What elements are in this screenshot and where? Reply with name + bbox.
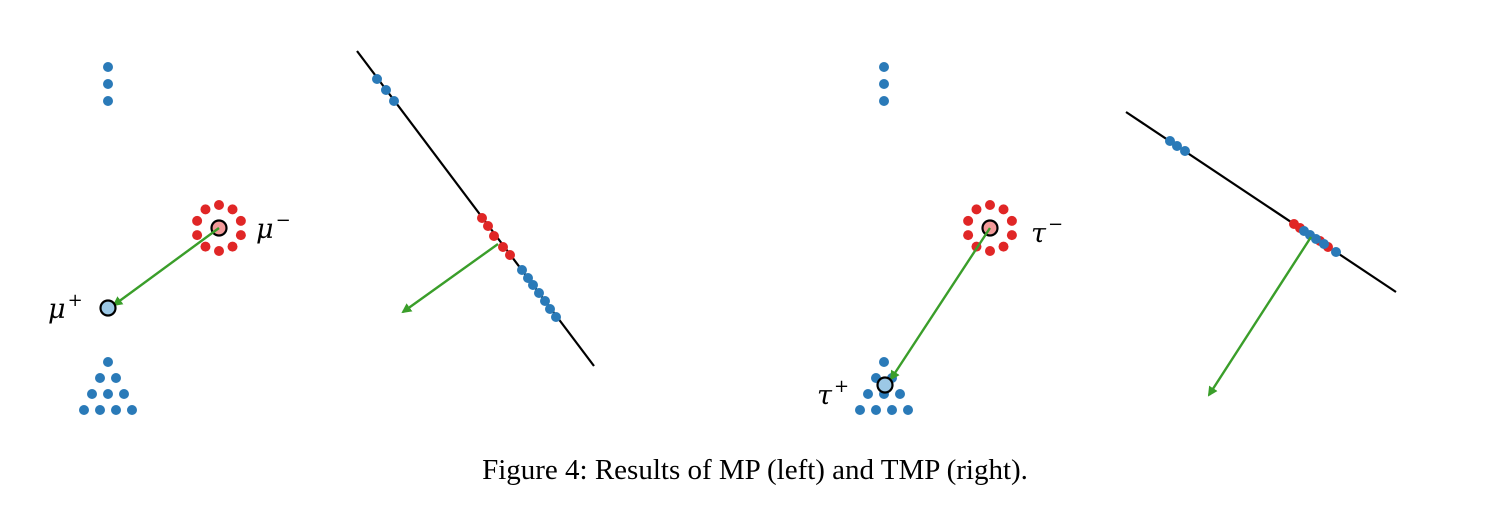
red-point [963,215,974,226]
red-point [227,241,238,252]
blue-point [903,405,913,415]
tmp-red-ring-cluster [963,200,1017,256]
red-point [477,213,487,223]
blue-point [517,265,527,275]
mp-bottom-blue-triangle [79,357,137,415]
mp-projected-red-points [477,213,515,260]
red-point [489,231,499,241]
blue-point [871,405,881,415]
figure-caption: Figure 4: Results of MP (left) and TMP (… [482,454,1028,486]
red-point [971,204,982,215]
blue-point [111,405,121,415]
blue-point [103,357,113,367]
red-point [214,246,224,256]
blue-point [863,389,873,399]
red-point [235,215,246,226]
mu-plus-particle [99,299,117,317]
red-point [985,246,995,256]
blue-point [111,373,121,383]
mp-projection-panel [356,50,595,367]
tau-minus-label: τ − [1031,214,1063,249]
mp-displacement-arrow [112,227,220,307]
tmp-input-panel: τ − τ + [817,62,1063,415]
figure-canvas: μ − μ + [48,50,1397,415]
mu-minus-label: μ − [256,210,291,245]
blue-point [1319,239,1329,249]
blue-point [1311,234,1321,244]
tmp-displacement-arrow [889,227,992,381]
blue-point [95,405,105,415]
red-point [200,241,211,252]
red-point [1006,215,1017,226]
red-point [192,215,203,226]
red-point [483,221,493,231]
red-point [200,204,211,215]
mp-input-panel: μ − μ + [48,62,291,415]
red-point [998,204,1009,215]
mp-red-ring-cluster [192,200,246,256]
blue-point [103,389,113,399]
red-point [192,230,203,241]
blue-point [551,312,561,322]
blue-point [372,74,382,84]
blue-point [879,357,889,367]
red-point [963,230,974,241]
blue-point [1331,247,1341,257]
red-point [498,242,508,252]
blue-point [534,288,544,298]
blue-point [1165,136,1175,146]
blue-point [79,405,89,415]
red-point [985,200,995,210]
blue-point [1172,141,1182,151]
blue-point [103,62,113,72]
mu-plus-label: μ + [48,290,83,325]
tmp-projection-panel [1125,111,1397,397]
blue-point [879,79,889,89]
blue-point [87,389,97,399]
tmp-projected-blue-points [1299,226,1341,257]
blue-point [523,273,533,283]
blue-point [119,389,129,399]
tmp-top-blue-cluster [879,62,889,106]
red-point [235,230,246,241]
red-point [214,200,224,210]
blue-point [381,85,391,95]
blue-point [895,389,905,399]
blue-point [545,304,555,314]
mp-projection-arrow [401,243,499,314]
red-point [998,241,1009,252]
mp-top-blue-cluster [103,62,113,106]
blue-point [540,296,550,306]
tau-plus-particle [876,376,894,394]
blue-point [879,96,889,106]
blue-point [127,405,137,415]
red-point [1006,230,1017,241]
blue-point [389,96,399,106]
red-point [227,204,238,215]
blue-point [103,79,113,89]
tau-plus-label: τ + [817,376,849,411]
blue-point [528,280,538,290]
blue-point [95,373,105,383]
red-point [505,250,515,260]
blue-point [855,405,865,415]
blue-point [887,405,897,415]
mp-projected-blue-points [517,265,561,322]
tmp-projection-arrow [1207,236,1313,397]
blue-point [103,96,113,106]
blue-point [1180,146,1190,156]
blue-point [879,62,889,72]
